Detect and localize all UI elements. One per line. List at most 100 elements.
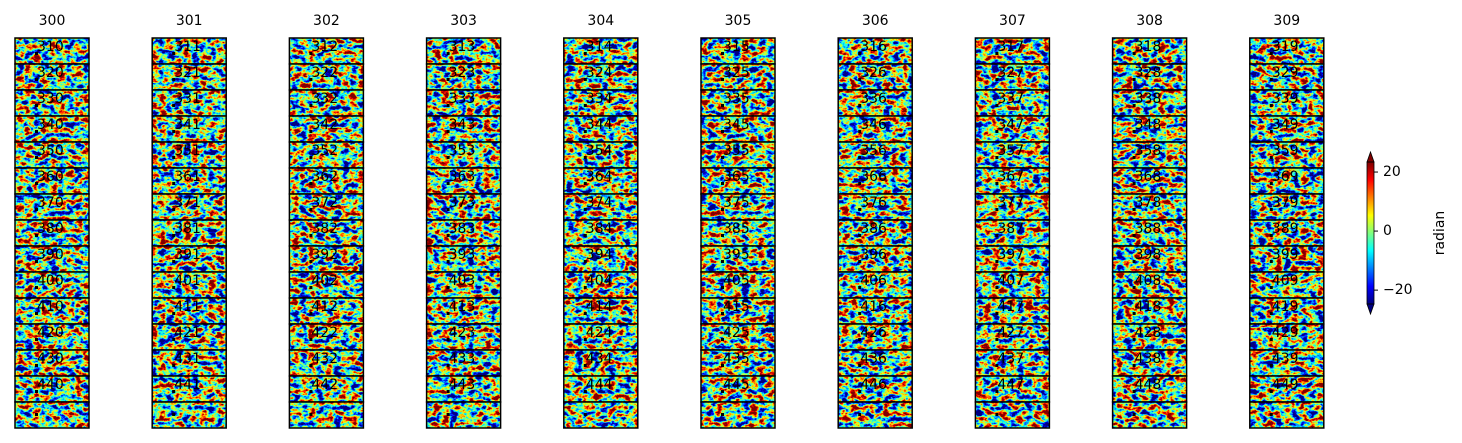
reference-point — [721, 364, 724, 367]
interferogram-panel — [563, 350, 638, 376]
reference-point — [583, 234, 587, 237]
reference-point — [35, 130, 38, 133]
reference-point — [995, 364, 999, 367]
reference-point — [35, 260, 38, 263]
colorbar-tick-label: 0 — [1383, 223, 1392, 239]
panel-label: 399 — [1272, 247, 1299, 263]
interferogram-panel — [838, 168, 913, 194]
panel-label: 365 — [723, 169, 750, 185]
interferogram-panel — [1112, 246, 1187, 272]
reference-point — [721, 156, 724, 159]
panel-label: 386 — [860, 221, 887, 237]
reference-point — [309, 78, 313, 81]
panel-label: 381 — [174, 221, 201, 237]
reference-point — [35, 234, 38, 237]
interferogram-panel — [15, 90, 89, 116]
reference-point — [995, 338, 999, 341]
panel-label: 435 — [723, 351, 750, 367]
interferogram-panel — [563, 324, 638, 350]
panel-label: 332 — [311, 91, 338, 107]
panel-label: 328 — [1135, 65, 1162, 81]
panel-label: 326 — [860, 65, 887, 81]
panel-label: 337 — [997, 91, 1024, 107]
interferogram-panel — [1112, 220, 1187, 246]
interferogram-panel — [701, 116, 775, 142]
reference-point — [721, 104, 724, 107]
reference-point — [721, 208, 724, 211]
panel-label: 432 — [311, 351, 338, 367]
reference-point — [858, 208, 862, 211]
reference-point — [35, 390, 38, 393]
panel-label: 425 — [723, 325, 750, 341]
interferogram-panel — [152, 246, 227, 272]
interferogram-panel — [289, 220, 364, 246]
reference-point — [446, 78, 450, 81]
interferogram-panel — [289, 246, 364, 272]
panel-label: 363 — [449, 169, 476, 185]
column-title: 305 — [725, 13, 752, 29]
interferogram-panel — [975, 168, 1050, 194]
panel-label: 420 — [37, 325, 64, 341]
interferogram-panel — [838, 350, 913, 376]
reference-point — [1269, 260, 1273, 263]
interferogram-panel — [975, 272, 1050, 298]
interferogram-panel — [1249, 220, 1324, 246]
interferogram-panel — [701, 168, 775, 194]
reference-point — [995, 104, 999, 107]
reference-point — [1132, 390, 1136, 393]
reference-point — [35, 78, 38, 81]
reference-point — [35, 364, 38, 367]
reference-point — [1132, 234, 1136, 237]
interferogram-panel — [975, 142, 1050, 168]
interferogram-panel — [152, 324, 227, 350]
reference-point — [309, 364, 313, 367]
panel-label: 322 — [311, 65, 338, 81]
interferogram-panel — [15, 402, 89, 428]
panel-label: 323 — [449, 65, 476, 81]
interferogram-panel — [975, 116, 1050, 142]
interferogram-panel — [1249, 194, 1324, 220]
panel-label: 406 — [860, 273, 887, 289]
reference-point — [1132, 338, 1136, 341]
reference-point — [309, 182, 313, 185]
reference-point — [583, 338, 587, 341]
panel-label: 423 — [449, 325, 476, 341]
panel-label: 437 — [997, 351, 1024, 367]
reference-point — [172, 338, 176, 341]
panel-label: 372 — [311, 195, 338, 211]
reference-point — [995, 208, 999, 211]
panel-label: 415 — [723, 299, 750, 315]
interferogram-panel — [15, 272, 89, 298]
reference-point — [1269, 208, 1273, 211]
reference-point — [583, 413, 587, 416]
reference-point — [583, 260, 587, 263]
column-title: 303 — [450, 13, 477, 29]
reference-point — [1132, 260, 1136, 263]
interferogram-panel — [975, 246, 1050, 272]
reference-point — [446, 390, 450, 393]
interferogram-panel — [426, 90, 501, 116]
panel-label: 387 — [997, 221, 1024, 237]
interferogram-panel — [1249, 90, 1324, 116]
panel-label: 438 — [1135, 351, 1162, 367]
interferogram-panel — [1112, 402, 1187, 428]
reference-point — [1269, 156, 1273, 159]
reference-point — [172, 312, 176, 315]
reference-point — [446, 413, 450, 416]
interferogram-panel — [15, 168, 89, 194]
reference-point — [172, 78, 176, 81]
panel-label: 352 — [311, 143, 338, 159]
interferogram-panel — [563, 168, 638, 194]
reference-point — [446, 208, 450, 211]
panel-label: 333 — [449, 91, 476, 107]
panel-label: 427 — [997, 325, 1024, 341]
reference-point — [309, 234, 313, 237]
panel-label: 355 — [723, 143, 750, 159]
reference-point — [1269, 104, 1273, 107]
panel-label: 389 — [1272, 221, 1299, 237]
panel-label: 448 — [1135, 377, 1162, 393]
panel-label: 340 — [37, 117, 64, 133]
reference-point — [995, 413, 999, 416]
reference-point — [35, 156, 38, 159]
panel-label: 360 — [37, 169, 64, 185]
